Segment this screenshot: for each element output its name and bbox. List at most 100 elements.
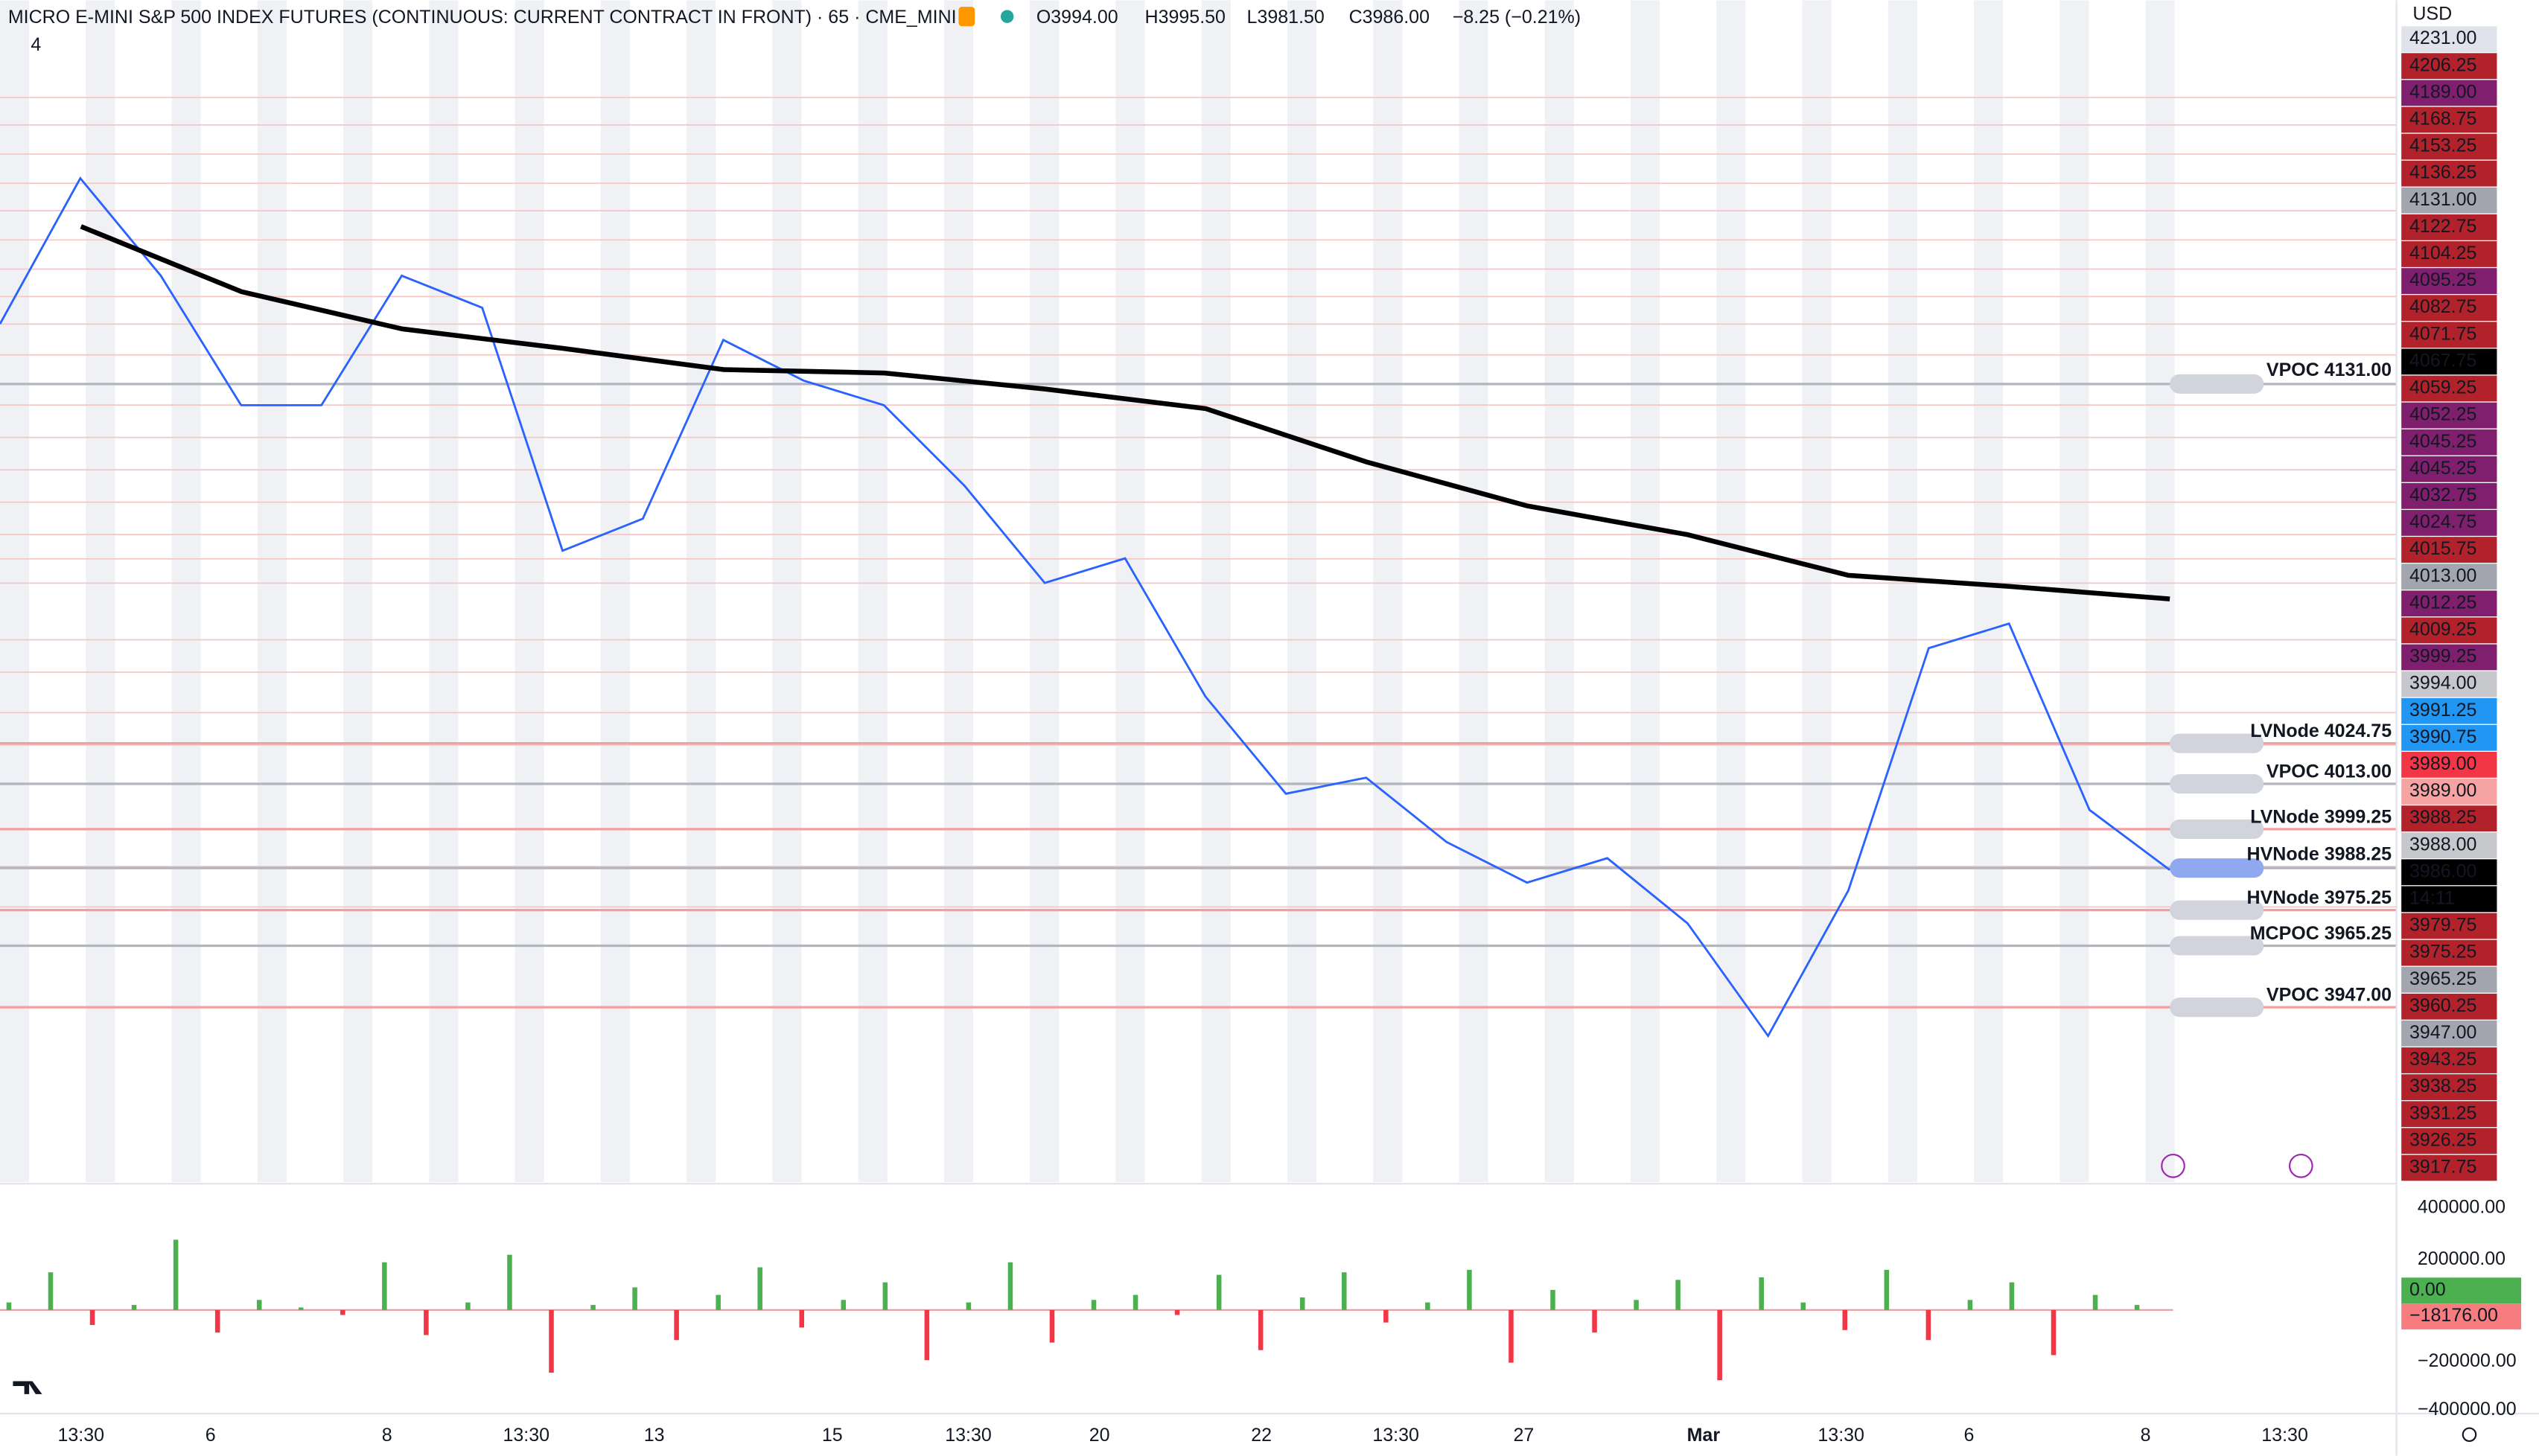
price-label: 4071.75 [2409, 323, 2476, 344]
price-label-bg [2401, 1020, 2497, 1047]
volume-bar [1592, 1309, 1597, 1333]
volume-bar [256, 1300, 262, 1310]
price-label: 4015.75 [2409, 538, 2476, 559]
level-annotation: HVNode 3988.25 [2247, 843, 2392, 864]
volume-bar [89, 1309, 95, 1326]
volume-bar [1132, 1294, 1138, 1310]
time-label: 15 [822, 1425, 843, 1446]
level-annotation: VPOC 4131.00 [2266, 360, 2392, 380]
time-label: 20 [1089, 1425, 1110, 1446]
high: H3995.50 [1145, 7, 1226, 28]
price-label: 3988.25 [2409, 807, 2476, 828]
currency[interactable]: USD [2412, 4, 2452, 25]
volume-bar [1842, 1309, 1848, 1330]
volume-axis-label: 0.00 [2409, 1279, 2446, 1300]
band [858, 0, 888, 1183]
volume-bar [2092, 1294, 2098, 1310]
open: O3994.00 [1036, 7, 1118, 28]
session-bands [0, 0, 2175, 1183]
price-label: 3990.75 [2409, 727, 2476, 747]
volume-bar [1925, 1309, 1931, 1341]
band [343, 0, 373, 1183]
level-pill [2170, 936, 2264, 956]
price-label: 4059.25 [2409, 377, 2476, 398]
band [1802, 0, 1832, 1183]
symbol-title: MICRO E-MINI S&P 500 INDEX FUTURES (CONT… [8, 7, 957, 28]
price-label: 3988.00 [2409, 834, 2476, 855]
price-label-bg [2401, 295, 2497, 322]
time-label: 13:30 [57, 1425, 104, 1446]
price-label: 4045.25 [2409, 458, 2476, 479]
volume-bar [799, 1309, 805, 1328]
alert-icon[interactable] [2161, 1153, 2185, 1178]
volume-bar [1675, 1280, 1681, 1310]
settings-icon[interactable] [2462, 1427, 2477, 1443]
indicator-count[interactable]: 4 [31, 34, 41, 55]
price-label: 4013.00 [2409, 565, 2476, 586]
price-label: 3991.25 [2409, 700, 2476, 721]
band [515, 0, 544, 1183]
time-label: 13:30 [945, 1425, 992, 1446]
volume-bar [214, 1309, 220, 1333]
price-label: 4131.00 [2409, 189, 2476, 210]
band [1287, 0, 1317, 1183]
price-label: 3960.25 [2409, 995, 2476, 1016]
price-label-bg [2401, 1074, 2497, 1100]
price-label-bg [2401, 939, 2497, 966]
volume-axis-label: 400000.00 [2418, 1196, 2505, 1217]
price-label: 4122.75 [2409, 216, 2476, 237]
volume-label-bg [2401, 1303, 2522, 1329]
price-label-bg [2401, 402, 2497, 429]
price-label-bg [2401, 375, 2497, 402]
volume-bar [1967, 1300, 1973, 1310]
time-label: 27 [1514, 1425, 1535, 1446]
vwap-line [80, 224, 2170, 601]
time-label: 13:30 [1818, 1425, 1864, 1446]
volume-bar [173, 1239, 179, 1310]
replay-icon[interactable] [2289, 1153, 2313, 1178]
band [1373, 0, 1403, 1183]
price-line [0, 176, 2171, 1038]
time-label: 22 [1251, 1425, 1272, 1446]
price-label-bg [2401, 724, 2497, 751]
plot [0, 176, 2173, 1381]
price-label-bg [2401, 322, 2497, 348]
volume-label-bg [2401, 1277, 2522, 1304]
band [86, 0, 115, 1183]
volume-bar [298, 1307, 304, 1310]
volume-bar [2009, 1282, 2015, 1310]
volume-bar [1717, 1309, 1722, 1381]
volume-bar [757, 1267, 762, 1310]
price-label: 4231.00 [2409, 28, 2476, 48]
volume-bar [1634, 1300, 1639, 1310]
volume-bar [424, 1309, 429, 1335]
price-label: 3989.00 [2409, 753, 2476, 774]
price-label-bg [2401, 697, 2497, 724]
price-label-bg [2401, 106, 2497, 133]
level-pill [2170, 773, 2264, 794]
band [1630, 0, 1660, 1183]
price-label-bg [2401, 751, 2497, 778]
price-label-bg [2401, 26, 2497, 53]
price-label: 3943.25 [2409, 1049, 2476, 1070]
price-label-bg [2401, 913, 2497, 939]
flag-icon[interactable] [958, 7, 975, 27]
price-label-bg [2401, 805, 2497, 831]
price-label-bg [2401, 1128, 2497, 1155]
volume-bar [1425, 1302, 1430, 1310]
price-label-bg [2401, 241, 2497, 267]
volume-bar [465, 1302, 471, 1310]
volume-bar [1091, 1300, 1097, 1310]
price-label: 4189.00 [2409, 81, 2476, 102]
volume-bar [966, 1302, 972, 1310]
price-label: 3938.25 [2409, 1076, 2476, 1096]
price-label-bg [2401, 671, 2497, 697]
volume-bar [382, 1262, 387, 1310]
band [1974, 0, 2004, 1183]
volume-bar [1759, 1277, 1764, 1310]
price-axis: 4231.00 4206.25 4189.00 4168.75 4153.25 4136.… [2401, 26, 2522, 1420]
price-label: 4095.25 [2409, 269, 2476, 290]
volume-axis-label: −18176.00 [2409, 1305, 2498, 1326]
status-dot [1000, 10, 1014, 23]
volume-bar [590, 1305, 596, 1310]
